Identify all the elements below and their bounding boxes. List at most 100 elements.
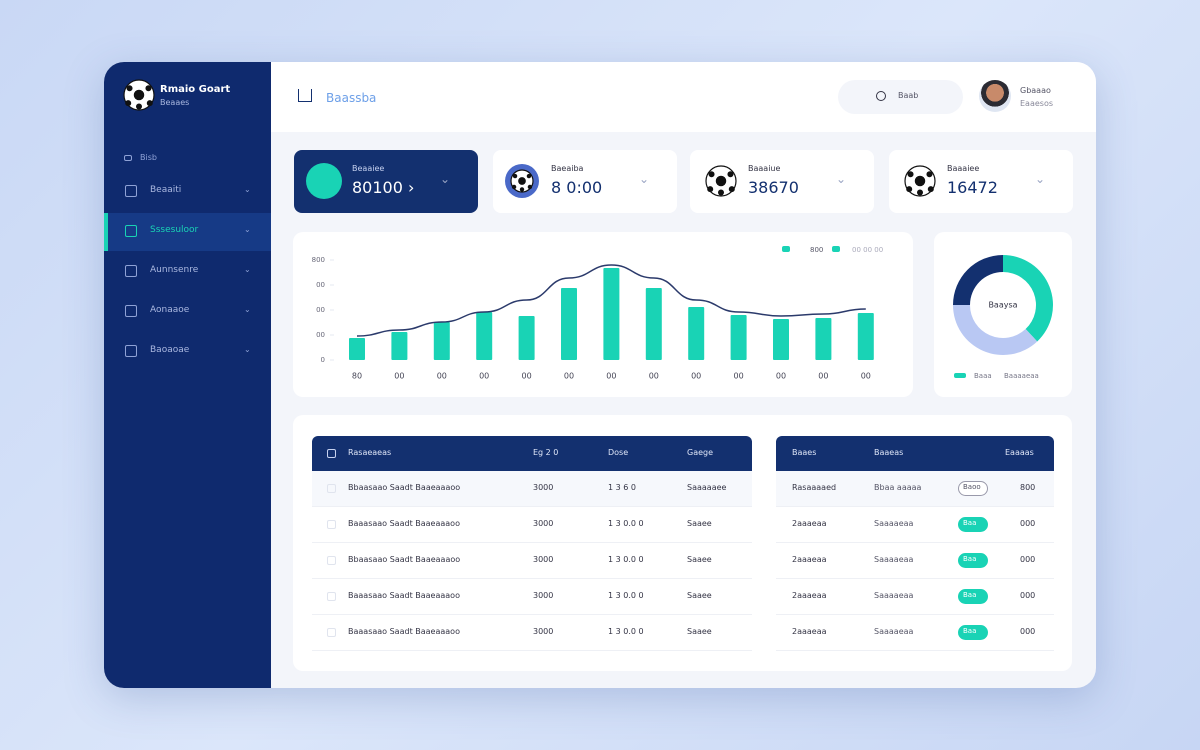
status-pill[interactable] bbox=[958, 481, 988, 496]
avatar bbox=[979, 80, 1011, 112]
chart-panel bbox=[293, 232, 913, 397]
table-row bbox=[776, 543, 1054, 579]
table-cell: Baaasaao Saadt Baaeaaaoo bbox=[348, 519, 460, 528]
header-checkbox[interactable] bbox=[327, 449, 336, 458]
table-header bbox=[776, 436, 1054, 471]
table-cell: 000 bbox=[1020, 591, 1036, 600]
table-cell: Baaasaao Saadt Baaeaaaoo bbox=[348, 591, 460, 600]
nav-icon bbox=[125, 225, 137, 237]
table-cell: Bbaa aaaaa bbox=[874, 483, 922, 492]
table-cell: 1 3 0.0 0 bbox=[608, 591, 644, 600]
row-checkbox[interactable] bbox=[327, 520, 336, 529]
table-cell: 3000 bbox=[533, 519, 554, 528]
table-cell: 000 bbox=[1020, 555, 1036, 564]
status-text: Baa bbox=[963, 555, 977, 563]
table-header bbox=[312, 436, 752, 471]
stat-value: 38670 bbox=[748, 178, 799, 197]
nav-chevron: ⌄ bbox=[244, 185, 251, 194]
table-cell: Baaasaao Saadt Baaeaaaoo bbox=[348, 627, 460, 636]
table-cell: Bbaasaao Saadt Baaeaaaoo bbox=[348, 555, 461, 564]
table-cell: Saaee bbox=[687, 555, 712, 564]
stat-value: 16472 bbox=[947, 178, 998, 197]
stat-chevron: ⌄ bbox=[836, 172, 847, 186]
header-icon bbox=[298, 89, 312, 102]
table-cell: 000 bbox=[1020, 519, 1036, 528]
search-text: Baab bbox=[898, 91, 919, 100]
table-cell: 1 3 0.0 0 bbox=[608, 627, 644, 636]
table-cell: Saaee bbox=[687, 591, 712, 600]
user-name: Gbaaao bbox=[1020, 86, 1051, 95]
table-cell: 3000 bbox=[533, 483, 554, 492]
stat-label: Baaaiee bbox=[947, 164, 980, 173]
table-cell: Saaaaeaa bbox=[874, 555, 914, 564]
table-row bbox=[312, 471, 752, 507]
nav-icon bbox=[125, 265, 137, 277]
table-cell: Saaaaeaa bbox=[874, 591, 914, 600]
row-checkbox[interactable] bbox=[327, 592, 336, 601]
nav-active-bar bbox=[104, 213, 108, 251]
search-box[interactable] bbox=[838, 80, 963, 114]
nav-item[interactable]: Sssesuloor bbox=[150, 225, 199, 235]
table-cell: Saaaaeaa bbox=[874, 519, 914, 528]
table-cell: Saaee bbox=[687, 519, 712, 528]
column-header: Baaes bbox=[792, 448, 817, 457]
nav-chevron: ⌄ bbox=[244, 225, 251, 234]
status-pill[interactable] bbox=[958, 625, 988, 640]
status-pill[interactable] bbox=[958, 589, 988, 604]
sidebar-section: Bisb bbox=[140, 153, 157, 162]
column-header: Eaaaas bbox=[1005, 448, 1034, 457]
status-text: Baa bbox=[963, 627, 977, 635]
stat-value: 8 0:00 bbox=[551, 178, 603, 197]
status-text: Baa bbox=[963, 591, 977, 599]
sidebar bbox=[104, 62, 271, 688]
stat-icon bbox=[306, 163, 342, 199]
stat-chevron: ⌄ bbox=[639, 172, 650, 186]
nav-item[interactable]: Baoaoae bbox=[150, 345, 190, 355]
stat-label: Beaaiee bbox=[352, 164, 385, 173]
column-header: Baaeas bbox=[874, 448, 904, 457]
table-cell: 3000 bbox=[533, 591, 554, 600]
donut-panel bbox=[934, 232, 1072, 397]
nav-item[interactable]: Beaaiti bbox=[150, 185, 182, 195]
table-cell: 3000 bbox=[533, 627, 554, 636]
table-cell: 800 bbox=[1020, 483, 1036, 492]
table-row bbox=[312, 543, 752, 579]
nav-icon bbox=[125, 305, 137, 317]
status-pill[interactable] bbox=[958, 553, 988, 568]
column-header: Gaege bbox=[687, 448, 714, 457]
row-checkbox[interactable] bbox=[327, 556, 336, 565]
table-row bbox=[776, 579, 1054, 615]
table-cell: 1 3 0.0 0 bbox=[608, 519, 644, 528]
table-row bbox=[312, 615, 752, 651]
header bbox=[271, 62, 1096, 132]
stat-icon-bg bbox=[505, 164, 539, 198]
table-cell: Rasaaaaed bbox=[792, 483, 837, 492]
column-header: Rasaeaeas bbox=[348, 448, 392, 457]
table-cell: 1 3 6 0 bbox=[608, 483, 636, 492]
table-cell: 2aaaeaa bbox=[792, 591, 827, 600]
row-checkbox[interactable] bbox=[327, 628, 336, 637]
header-title: Baassba bbox=[326, 91, 377, 105]
table-cell: 1 3 0.0 0 bbox=[608, 555, 644, 564]
row-checkbox[interactable] bbox=[327, 484, 336, 493]
brand-subtitle: Beaaes bbox=[160, 98, 190, 107]
stat-chevron: ⌄ bbox=[440, 172, 451, 186]
section-icon bbox=[124, 155, 132, 161]
table-row bbox=[776, 507, 1054, 543]
table-cell: 2aaaeaa bbox=[792, 627, 827, 636]
table-cell: Bbaasaao Saadt Baaeaaaoo bbox=[348, 483, 461, 492]
stat-label: Baaaiue bbox=[748, 164, 781, 173]
stat-value: 80100 › bbox=[352, 178, 415, 197]
nav-item[interactable]: Aunnsenre bbox=[150, 265, 199, 275]
nav-chevron: ⌄ bbox=[244, 265, 251, 274]
table-cell: Saaee bbox=[687, 627, 712, 636]
table-cell: 2aaaeaa bbox=[792, 555, 827, 564]
nav-item[interactable]: Aonaaoe bbox=[150, 305, 190, 315]
table-row bbox=[312, 579, 752, 615]
table-cell: 3000 bbox=[533, 555, 554, 564]
status-pill[interactable] bbox=[958, 517, 988, 532]
brand-name: Rmaio Goart bbox=[160, 84, 231, 95]
search-icon bbox=[876, 91, 886, 101]
table-cell: 2aaaeaa bbox=[792, 519, 827, 528]
table-row bbox=[312, 507, 752, 543]
